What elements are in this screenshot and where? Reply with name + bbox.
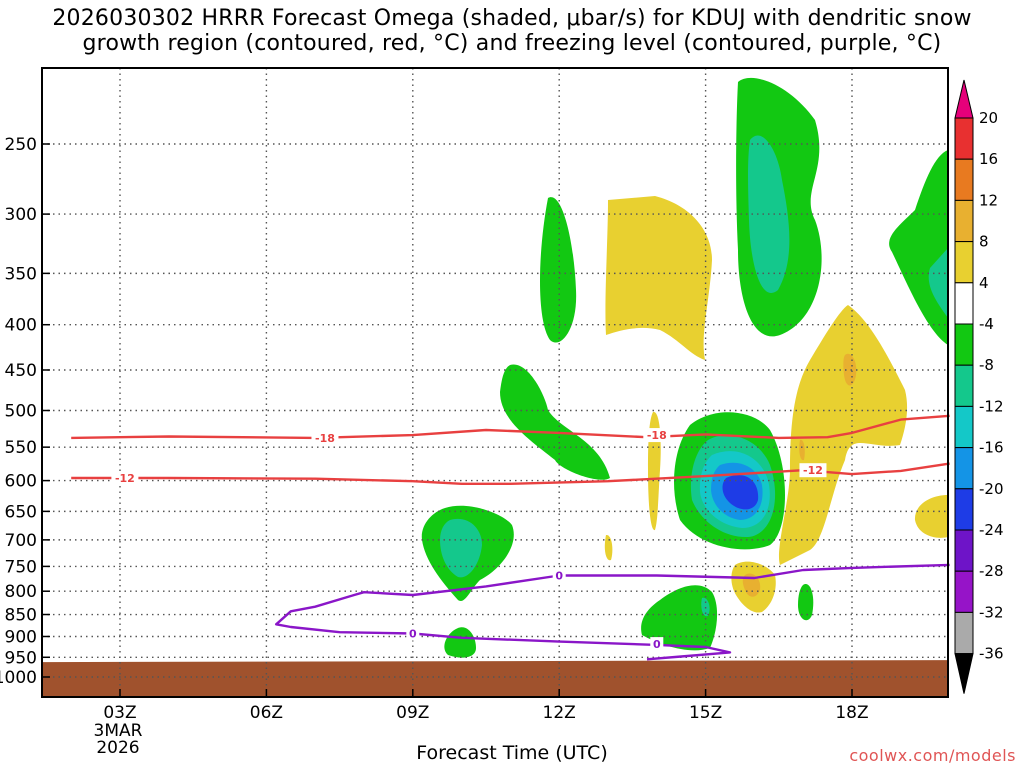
title-line-1: 2026030302 HRRR Forecast Omega (shaded, … [52,6,972,31]
y-tick-label: 700 [5,531,37,551]
contour-label: 0 [409,627,417,640]
y-tick-label: 650 [5,502,37,522]
colorbar-label: 16 [979,150,998,168]
x-tick-date-label: 3MAR [94,721,143,741]
x-tick-label: 06Z [250,703,283,723]
chart-title: 2026030302 HRRR Forecast Omega (shaded, … [0,6,1024,56]
plot-border [41,67,949,698]
colorbar-label: -8 [979,356,994,374]
contour-line-0 [275,563,950,661]
colorbar-box [954,158,974,201]
x-tick-label: 12Z [543,703,576,723]
contour-label-bg [111,471,139,486]
colorbar-box [954,611,974,655]
colorbar-box [954,529,974,572]
pressure-axis: 2503003504004505005506006507007508008509… [0,135,50,688]
omega-area-up_8 [444,627,476,658]
colorbar-box [954,117,974,160]
omega-area-up_12 [928,248,948,318]
omega-area-up_8 [641,585,718,651]
contour-label-bg [406,626,420,641]
colorbar-box [954,405,974,449]
omega-area-up_8 [540,197,577,343]
omega-area-down_4 [604,534,613,561]
omega-area-down_4 [605,196,712,360]
colorbar-box [954,447,974,490]
x-tick-label: 15Z [689,703,722,723]
colorbar-label: 4 [979,274,989,292]
terrain [42,660,948,697]
y-tick-label: 950 [5,648,37,668]
omega-area-up_12 [440,518,482,578]
y-tick-label: 600 [5,472,37,492]
colorbar-box [954,282,974,325]
contour-label: 0 [653,638,661,651]
contour-label-bg [643,428,671,443]
y-tick-label: 450 [5,361,37,381]
omega-area-down_8 [799,439,805,461]
x-tick-date-label: 2026 [96,738,139,758]
omega-shading [42,77,948,697]
colorbar-label: -36 [979,645,1004,663]
omega-area-up_8 [798,584,814,621]
contour-label-bg [552,568,566,583]
omega-area-down_4 [914,495,948,538]
y-tick-label: 300 [5,205,37,225]
colorbar: 20 16 12 8 4 -4 -8 -12 -16 -20 -24 -28 -32 -36 [954,79,1004,694]
y-tick-label: 250 [5,135,37,155]
y-tick-label: 800 [5,582,37,602]
omega-area-down_8 [843,353,857,386]
x-axis-label: Forecast Time (UTC) [416,742,608,764]
y-tick-label: 1000 [0,668,37,688]
contour-label: -18 [647,429,667,442]
y-tick-label: 550 [5,438,37,458]
colorbar-box [954,241,974,284]
omega-area-up_8 [889,150,948,345]
contour-label-bg [799,463,827,478]
colorbar-label: 12 [979,191,998,209]
colorbar-box [954,199,974,243]
colorbar-arrow-top [954,79,974,119]
colorbar-label: -28 [979,562,1004,580]
x-tick-label: 09Z [396,703,429,723]
colorbar-label: -24 [979,521,1004,539]
contour-label: -18 [315,432,335,445]
credit-text: coolwx.com/models [849,746,1016,765]
contour-lines: -18 -18 -12 -12 0 0 0 [71,414,950,661]
contour-label: -12 [115,472,135,485]
y-tick-label: 900 [5,627,37,647]
colorbar-box [954,364,974,407]
colorbar-label: -4 [979,315,994,333]
contour-label-bg [311,430,339,445]
x-tick-label: 03Z [103,703,136,723]
title-line-2: growth region (contoured, red, °C) and f… [82,31,942,56]
colorbar-label: -16 [979,439,1004,457]
grid-lines [42,68,948,697]
omega-area-up_8 [500,364,610,480]
x-tick-label: 18Z [835,703,868,723]
y-tick-label: 500 [5,402,37,422]
y-tick-label: 350 [5,264,37,284]
y-tick-label: 750 [5,557,37,577]
plot-frame [41,67,949,698]
y-tick-label: 400 [5,316,37,336]
y-tick-label: 850 [5,606,37,626]
contour-label: 0 [555,570,563,583]
colorbar-label: 20 [979,109,998,127]
colorbar-label: -20 [979,480,1004,498]
colorbar-box [954,488,974,531]
colorbar-arrow-bottom [954,653,974,694]
colorbar-label: 8 [979,233,989,251]
colorbar-box [954,323,974,366]
contour-label-bg [650,637,664,652]
contour-label: -12 [803,464,823,477]
colorbar-box [954,570,974,613]
colorbar-label: -32 [979,603,1004,621]
colorbar-label: -12 [979,397,1004,415]
omega-area-up_24 [722,474,759,510]
contour-line--12 [71,462,950,485]
